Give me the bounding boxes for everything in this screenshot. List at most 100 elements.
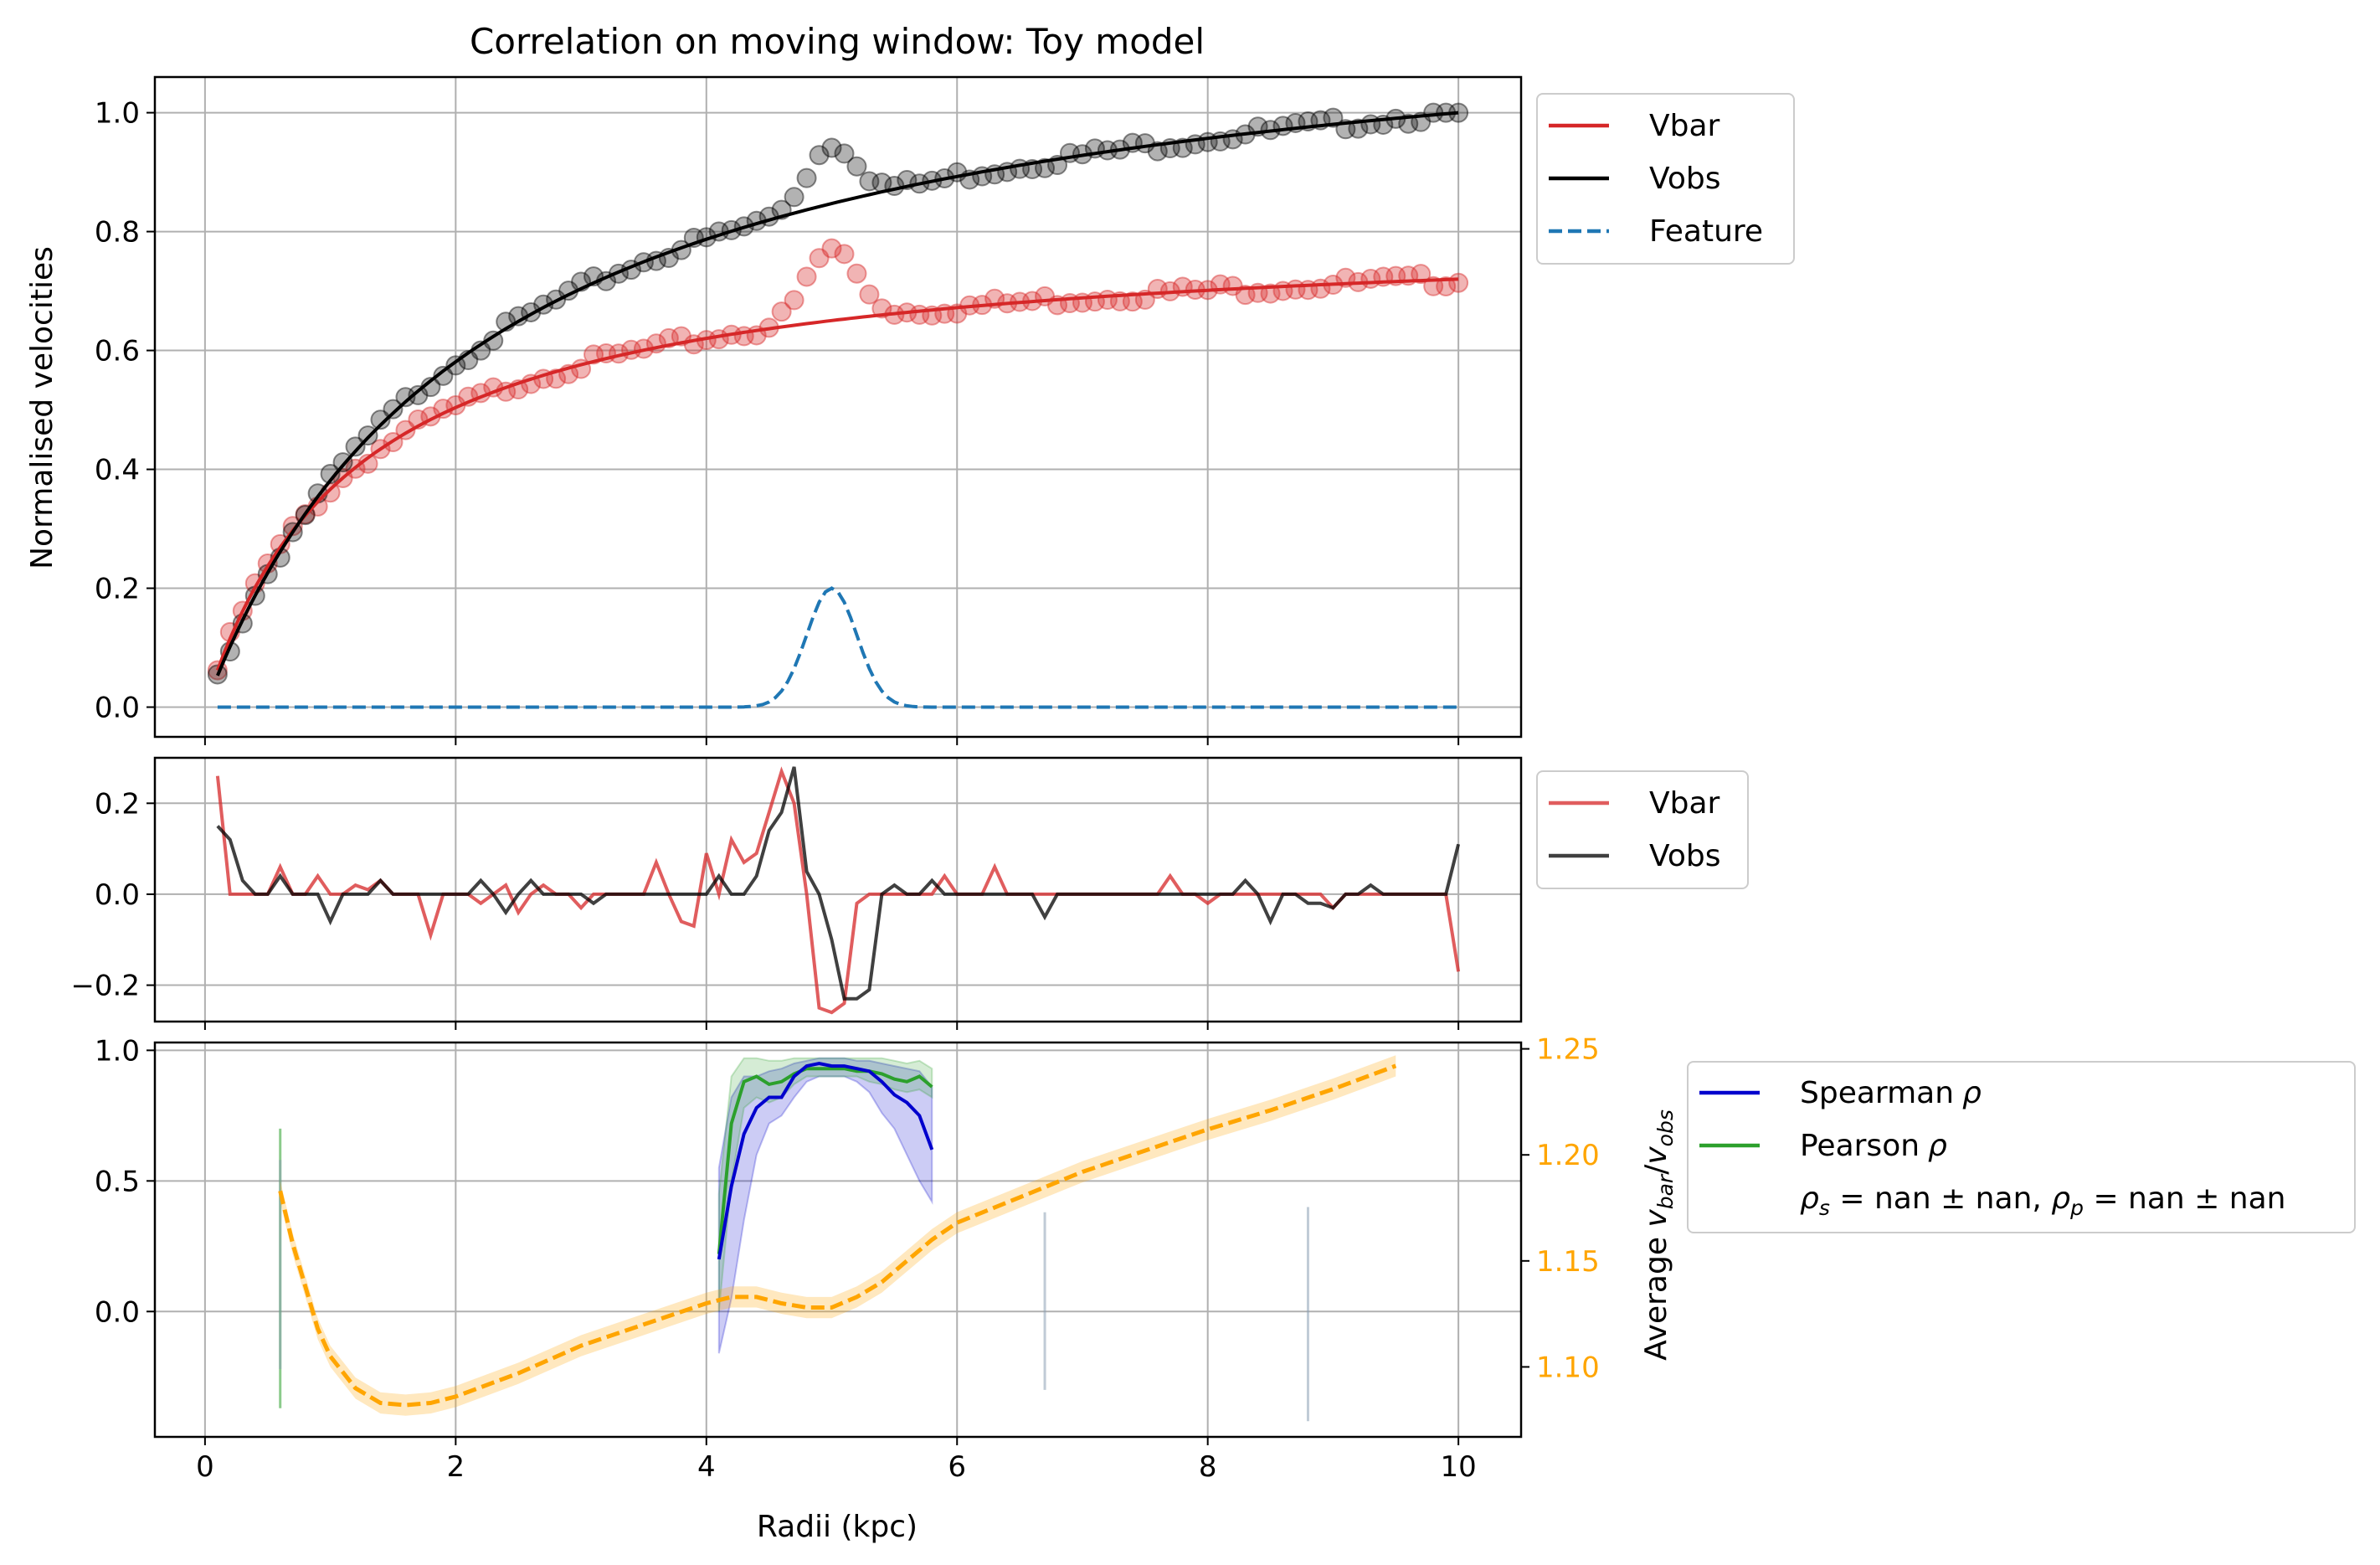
correlation-panel: 0 2 4 6 8 10 0.0 0.5 1.0 1.10 1.15 1.20 1.25	[95, 1033, 1600, 1484]
vbar-fit-line	[216, 277, 1459, 672]
y-tick-label: 0.8	[95, 216, 140, 250]
vbar-data-point	[1411, 264, 1432, 285]
legend-label-pearson: Pearson ρ	[1800, 1129, 1947, 1163]
right-y-tick-label: 1.15	[1536, 1245, 1600, 1279]
vbar-data-point	[846, 263, 867, 284]
vobs-data-point	[433, 365, 454, 386]
legend-rho-p: ρ	[2051, 1181, 2070, 1216]
plot-frame	[153, 756, 1523, 1023]
y-tick-label: 0.6	[95, 335, 140, 368]
average-band	[280, 1055, 1396, 1416]
vbar-data-point	[282, 516, 303, 537]
vobs-data-point	[821, 137, 842, 158]
plot-frame	[153, 1041, 1523, 1439]
vobs-data-point	[859, 171, 880, 192]
legend-eq-2: = nan ± nan	[2084, 1181, 2286, 1216]
y-tick-label: 0.0	[95, 1295, 140, 1329]
right-axis-label-v2: v	[1639, 1146, 1673, 1165]
pearson-line	[717, 1067, 933, 1254]
legend-spearman-rho: ρ	[1962, 1076, 1982, 1110]
right-axis-label: Average vbar/vobs	[1639, 1109, 1678, 1361]
spearman-line	[717, 1061, 934, 1260]
legend-rho-s: ρ	[1800, 1181, 1819, 1216]
y-tick-label: 1.0	[95, 97, 140, 131]
right-axis-label-prefix: Average	[1639, 1228, 1673, 1361]
vobs-data-point	[784, 187, 804, 208]
vbar-data-point	[834, 244, 855, 265]
vobs-data-point	[408, 384, 429, 405]
legend-label-feature: Feature	[1649, 214, 1763, 249]
y-tick-label: 0.0	[95, 878, 140, 912]
vobs-data-point	[370, 409, 391, 430]
vobs-data-point	[796, 167, 817, 188]
legend-label-rho-stats: ρs = nan ± nan, ρp = nan ± nan	[1800, 1181, 2286, 1220]
right-y-tick-label: 1.25	[1536, 1033, 1600, 1067]
y-tick-label: 0.2	[95, 787, 140, 821]
x-tick-label: 10	[1441, 1450, 1477, 1484]
vbar-data-point	[859, 284, 880, 305]
legend-label-vobs: Vobs	[1649, 839, 1720, 873]
right-axis-label-sub1: bar	[1653, 1173, 1678, 1209]
legend-label-vbar: Vbar	[1649, 109, 1720, 143]
y-tick-label: 0.5	[95, 1165, 140, 1198]
spearman-band	[717, 1057, 933, 1354]
legend-eq-1: = nan ± nan,	[1830, 1181, 2051, 1216]
legend-spearman-text: Spearman	[1800, 1076, 1954, 1110]
vbar-data-point	[1122, 291, 1143, 312]
legend-panel-2: Vbar Vobs	[1536, 770, 1749, 889]
y-axis-label: Normalised velocities	[25, 246, 59, 569]
vobs-data-point	[445, 355, 466, 376]
feature-line	[217, 586, 1459, 709]
vbar-residual-line	[215, 766, 1461, 1015]
plot-frame	[153, 75, 1523, 739]
vobs-data-point	[809, 145, 830, 166]
vbar-data-point	[1436, 275, 1457, 296]
vbar-data-point	[809, 248, 830, 269]
vbar-data-point	[821, 238, 842, 259]
vbar-data-point	[771, 301, 792, 322]
legend-label-spearman: Spearman ρ	[1800, 1076, 1982, 1110]
vbar-data-point	[784, 290, 804, 311]
y-tick-label: 0.2	[95, 573, 140, 606]
legend-label-vobs: Vobs	[1649, 162, 1720, 196]
x-tick-label: 2	[447, 1450, 465, 1484]
vobs-data-point	[345, 436, 366, 457]
right-axis-label-v1: v	[1639, 1209, 1673, 1228]
legend-box	[1536, 93, 1795, 265]
vbar-data-point	[1235, 285, 1256, 306]
y-tick-label: 0.4	[95, 454, 140, 487]
legend-box	[1536, 770, 1749, 889]
legend-panel-3: Spearman ρ Pearson ρ ρs = nan ± nan, ρp = …	[1687, 1061, 2356, 1233]
y-tick-label: 1.0	[95, 1034, 140, 1068]
y-tick-label: −0.2	[70, 970, 140, 1003]
legend-sub-s: s	[1819, 1196, 1830, 1220]
legend-panel-1: Vbar Vobs Feature	[1536, 93, 1795, 265]
legend-sub-p: p	[2069, 1196, 2084, 1220]
vobs-data-point	[383, 399, 404, 420]
vbar-data-point	[1448, 272, 1469, 293]
legend-box	[1687, 1061, 2356, 1233]
velocity-panel: 0.0 0.2 0.4 0.6 0.8 1.0	[95, 75, 1523, 745]
right-y-tick-label: 1.10	[1536, 1351, 1600, 1384]
vobs-data-point	[395, 387, 416, 408]
vbar-data-point	[796, 266, 817, 287]
legend-pearson-rho: ρ	[1928, 1129, 1947, 1163]
average-ratio-line	[278, 1063, 1397, 1408]
legend-label-vbar: Vbar	[1649, 786, 1720, 821]
right-axis-label-sub2: obs	[1653, 1109, 1678, 1146]
vobs-residual-line	[216, 766, 1461, 1001]
x-tick-label: 8	[1199, 1450, 1217, 1484]
right-y-tick-label: 1.20	[1536, 1139, 1600, 1172]
y-tick-label: 0.0	[95, 692, 140, 725]
x-tick-label: 6	[948, 1450, 966, 1484]
right-axis-label-slash: /	[1639, 1164, 1673, 1175]
vobs-data-point	[846, 156, 867, 177]
residual-panel: −0.2 0.0 0.2	[70, 756, 1523, 1030]
vobs-data-point	[834, 143, 855, 164]
vobs-fit-line	[216, 111, 1459, 677]
x-tick-label: 0	[196, 1450, 214, 1484]
x-axis-label: Radii (kpc)	[757, 1510, 918, 1544]
legend-pearson-text: Pearson	[1800, 1129, 1920, 1163]
x-tick-label: 4	[697, 1450, 716, 1484]
